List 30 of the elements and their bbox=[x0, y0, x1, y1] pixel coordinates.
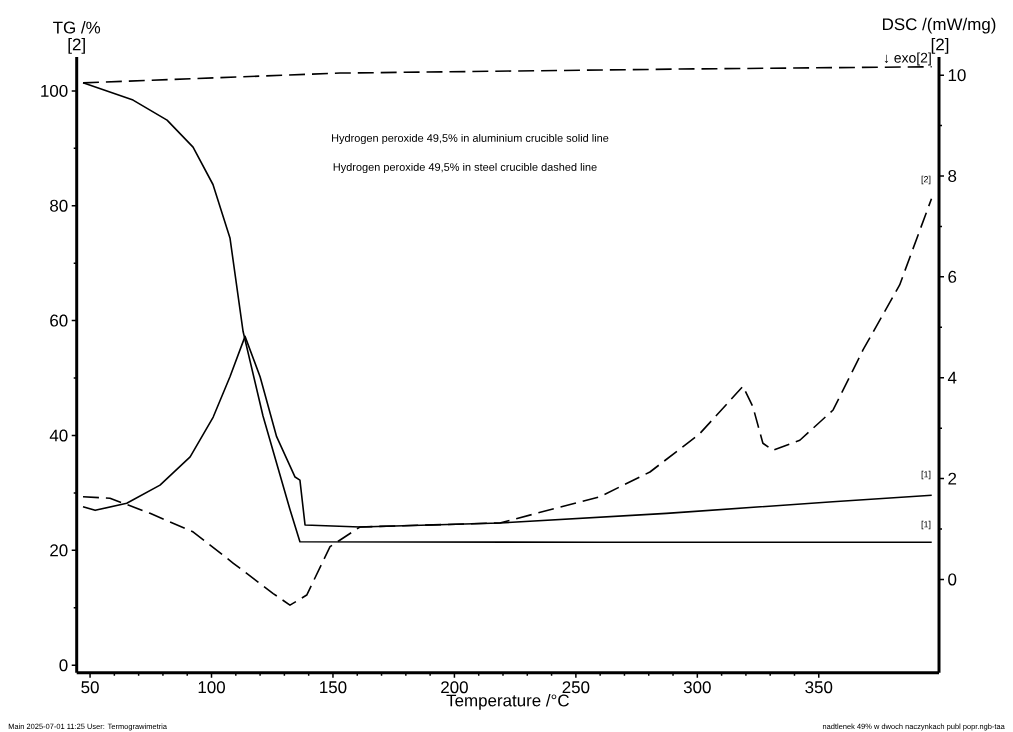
y2-tick-label: 8 bbox=[948, 170, 957, 182]
x-tick-label: 50 bbox=[81, 681, 99, 694]
x-tick-label: 300 bbox=[683, 681, 711, 694]
y-tick-label: 80 bbox=[50, 199, 68, 212]
y-tick-label: 60 bbox=[50, 314, 68, 327]
x-tick-label: 350 bbox=[805, 681, 833, 694]
y2-tick-label: 0 bbox=[948, 573, 957, 586]
y-tick-label: 100 bbox=[41, 84, 68, 97]
y2-tick-label: 6 bbox=[948, 270, 957, 283]
y-tick-label: 20 bbox=[50, 544, 68, 557]
annotation: [1] bbox=[921, 470, 931, 480]
x-tick-label: 250 bbox=[562, 681, 590, 694]
annotation: Hydrogen peroxide 49,5% in aluminium crucible solid line bbox=[332, 133, 609, 145]
text: [2] bbox=[68, 38, 85, 54]
x-tick-label: 200 bbox=[441, 681, 468, 694]
annotation: Hydrogen peroxide 49,5% in steel crucible dashed line bbox=[333, 162, 597, 174]
y2-tick-label: 4 bbox=[947, 371, 957, 384]
y-axis-title: TG /% bbox=[53, 21, 101, 34]
y2-axis-title: DSC /(mW/mg) bbox=[883, 17, 996, 34]
annotation: [1] bbox=[921, 520, 931, 530]
annotation: [2] bbox=[921, 175, 931, 185]
x-tick-label: 100 bbox=[198, 681, 225, 694]
text: [2] bbox=[931, 38, 949, 54]
y2-tick-label: 2 bbox=[948, 472, 957, 485]
annotation: ↓ exo[2] bbox=[884, 52, 931, 66]
y2-tick-label: 10 bbox=[948, 69, 966, 82]
x-axis-title: Temperature /°C bbox=[446, 694, 569, 710]
y-tick-label: 40 bbox=[49, 429, 68, 442]
y-tick-label: 0 bbox=[59, 659, 68, 672]
x-tick-label: 150 bbox=[320, 681, 347, 694]
